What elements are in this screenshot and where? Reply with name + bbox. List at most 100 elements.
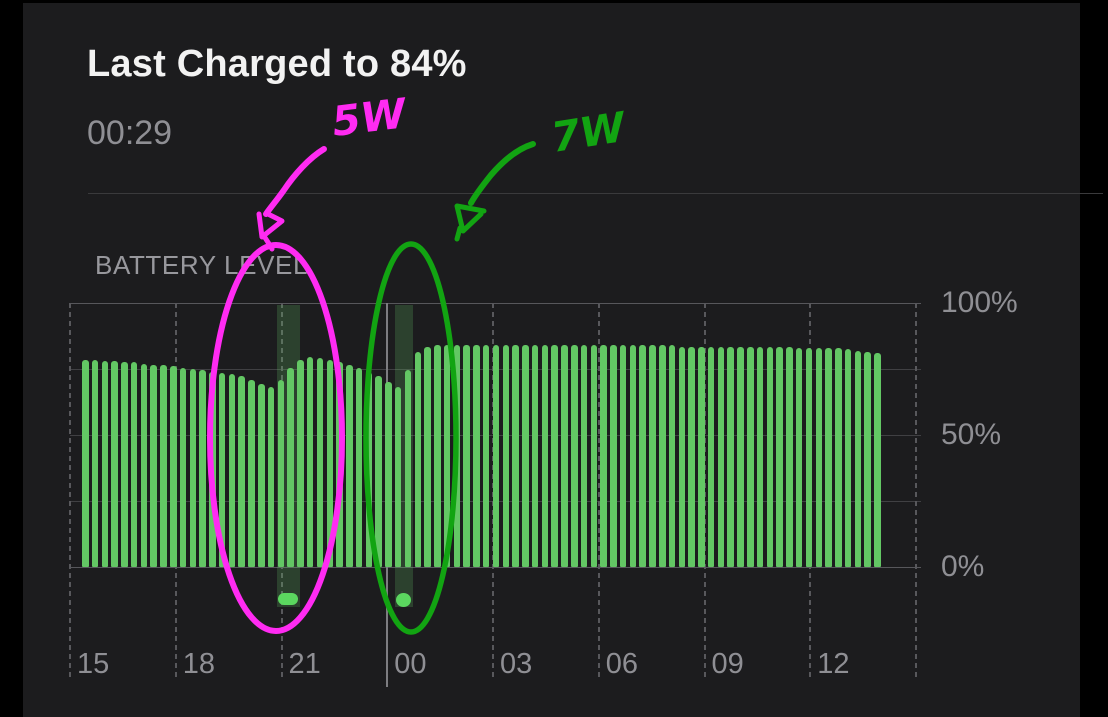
battery-bar[interactable] <box>815 347 822 567</box>
battery-bar[interactable] <box>130 362 138 567</box>
battery-bar[interactable] <box>424 346 431 567</box>
battery-bar[interactable] <box>522 345 529 567</box>
battery-bar[interactable] <box>375 375 382 567</box>
battery-bar[interactable] <box>492 345 500 567</box>
battery-bar[interactable] <box>659 345 666 567</box>
battery-bar[interactable] <box>218 372 226 567</box>
battery-bar[interactable] <box>121 362 128 567</box>
battery-bar[interactable] <box>747 346 754 567</box>
battery-bar[interactable] <box>140 363 148 567</box>
battery-bar[interactable] <box>600 345 607 567</box>
x-gridline-15 <box>69 303 71 680</box>
battery-bar[interactable] <box>756 346 764 567</box>
x-axis-label-15: 15 <box>77 648 110 680</box>
battery-bar[interactable] <box>404 370 412 567</box>
battery-bar[interactable] <box>698 346 705 567</box>
battery-bar[interactable] <box>365 371 373 567</box>
battery-bar[interactable] <box>101 361 109 567</box>
battery-bar[interactable] <box>414 351 422 567</box>
battery-bar[interactable] <box>786 346 793 567</box>
battery-bar[interactable] <box>561 345 568 567</box>
battery-bar[interactable] <box>502 345 510 567</box>
x-axis-label-12: 12 <box>817 648 850 680</box>
y-axis-label-100pct: 100% <box>941 286 1018 319</box>
x-axis-label-21: 21 <box>288 648 321 680</box>
battery-bar[interactable] <box>717 346 725 567</box>
battery-bar[interactable] <box>189 369 197 567</box>
battery-bar[interactable] <box>150 365 157 567</box>
battery-bar[interactable] <box>394 387 402 567</box>
battery-bar[interactable] <box>336 362 343 567</box>
battery-bar[interactable] <box>512 345 519 567</box>
battery-bar[interactable] <box>258 383 265 567</box>
battery-bar[interactable] <box>346 365 353 567</box>
battery-bar[interactable] <box>571 345 578 567</box>
battery-bar[interactable] <box>678 346 686 567</box>
battery-bar[interactable] <box>91 359 99 567</box>
battery-bar[interactable] <box>805 347 813 567</box>
battery-bar[interactable] <box>326 359 333 567</box>
battery-bar[interactable] <box>297 359 304 567</box>
battery-bar[interactable] <box>541 345 549 567</box>
battery-bar[interactable] <box>228 374 236 567</box>
battery-bar[interactable] <box>277 379 285 567</box>
x-axis-label-06: 06 <box>605 648 639 680</box>
battery-bar[interactable] <box>482 345 490 567</box>
battery-bar[interactable] <box>209 371 216 567</box>
battery-bar[interactable] <box>287 367 294 567</box>
battery-bar[interactable] <box>238 375 245 567</box>
battery-bar[interactable] <box>111 361 118 567</box>
charging-indicator-pill <box>277 593 299 605</box>
battery-bar[interactable] <box>434 345 441 567</box>
battery-bar[interactable] <box>267 387 275 567</box>
battery-bar[interactable] <box>844 349 852 567</box>
battery-bar[interactable] <box>590 345 598 567</box>
battery-bar[interactable] <box>854 350 862 567</box>
battery-bar[interactable] <box>463 345 470 567</box>
battery-bar[interactable] <box>639 345 646 567</box>
battery-bar[interactable] <box>688 346 695 567</box>
battery-bar[interactable] <box>385 382 392 567</box>
battery-bar[interactable] <box>835 347 842 567</box>
battery-bar[interactable] <box>443 345 451 567</box>
battery-bar[interactable] <box>580 345 588 567</box>
battery-bar[interactable] <box>316 358 324 567</box>
battery-bar[interactable] <box>776 346 783 567</box>
battery-bar[interactable] <box>668 345 676 567</box>
divider <box>88 193 1103 194</box>
battery-bar[interactable] <box>248 379 255 567</box>
battery-bar[interactable] <box>825 347 832 567</box>
battery-bar[interactable] <box>199 370 206 567</box>
battery-bar[interactable] <box>531 345 539 567</box>
settings-content-area: Last Charged to 84% 00:29 BATTERY LEVEL <box>23 3 1103 717</box>
battery-bar[interactable] <box>170 366 177 567</box>
battery-bar[interactable] <box>619 345 627 567</box>
battery-bar[interactable] <box>355 367 363 567</box>
battery-bar[interactable] <box>160 365 167 567</box>
x-gridline-right-edge <box>915 303 917 680</box>
last-charged-time: 00:29 <box>87 114 173 152</box>
battery-bar[interactable] <box>179 367 187 567</box>
y-gridline-0pct <box>70 567 921 568</box>
battery-bar[interactable] <box>473 345 480 567</box>
battery-bar[interactable] <box>707 346 715 567</box>
battery-bar[interactable] <box>82 359 89 567</box>
y-gridline-100pct <box>70 303 921 304</box>
battery-bar[interactable] <box>737 346 744 567</box>
battery-bar[interactable] <box>306 357 314 567</box>
battery-bar[interactable] <box>629 345 637 567</box>
battery-bar[interactable] <box>610 345 617 567</box>
battery-bar[interactable] <box>727 346 734 567</box>
y-axis-label-0pct: 0% <box>941 550 985 583</box>
y-axis-label-50pct: 50% <box>941 418 1002 451</box>
x-axis-label-00: 00 <box>394 648 427 680</box>
battery-bar[interactable] <box>766 346 774 567</box>
battery-bar[interactable] <box>864 351 871 567</box>
battery-bar[interactable] <box>795 347 803 567</box>
battery-bar[interactable] <box>874 353 881 567</box>
battery-bar[interactable] <box>551 345 558 567</box>
battery-bar[interactable] <box>649 345 656 567</box>
battery-bar[interactable] <box>453 345 461 567</box>
